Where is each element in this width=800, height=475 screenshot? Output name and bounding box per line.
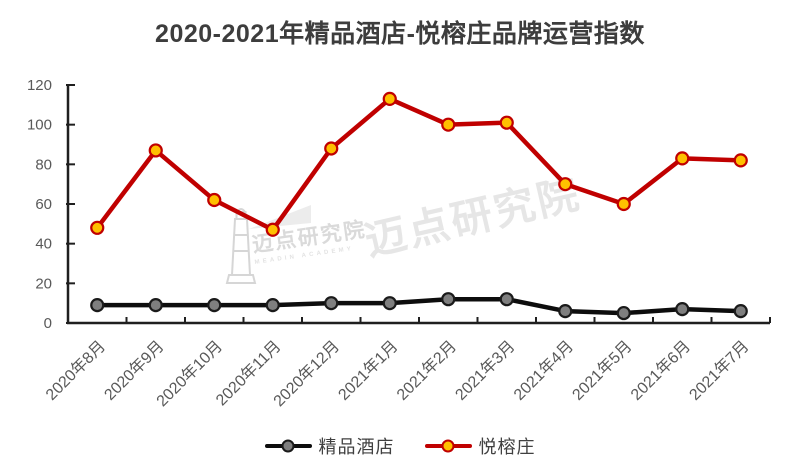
x-tick-label: 2020年8月 [42,337,109,404]
y-tick-label: 0 [44,315,52,332]
legend-label: 精品酒店 [318,437,395,457]
x-tick-label: 2021年2月 [393,337,460,404]
data-point [733,153,748,168]
y-tick-label: 60 [35,196,52,213]
chart-legend: 精品酒店 悦榕庄 [0,433,800,459]
data-point [207,192,222,208]
data-point [499,292,514,307]
data-point [733,304,748,319]
data-point [148,298,163,313]
data-point [675,302,690,317]
data-point [265,222,280,237]
legend-line-sample [424,439,472,453]
legend-item-boutique-hotel: 精品酒店 [264,433,395,459]
legend-line-sample [264,439,312,453]
data-point [558,177,573,192]
data-point [207,298,222,313]
y-tick-label: 20 [35,275,52,292]
y-tick-label: 40 [35,236,52,253]
series-line-0 [95,296,743,316]
legend-marker-icon [441,439,455,453]
chart-title: 2020-2021年精品酒店-悦榕庄品牌运营指数 [155,20,645,48]
y-tick-label: 100 [27,117,52,134]
y-tick-label: 120 [27,77,52,94]
series-line-1 [95,96,743,233]
data-point [382,91,397,106]
data-point [616,196,631,212]
x-tick-label: 2021年1月 [335,337,402,404]
x-tick-label: 2021年6月 [627,337,694,404]
x-tick-label: 2021年4月 [510,337,577,404]
data-point [441,292,456,307]
data-point [499,115,514,130]
data-point [265,298,280,313]
data-point [441,117,456,132]
legend-label: 悦榕庄 [478,437,536,457]
data-point [558,304,573,319]
data-point [382,296,397,311]
data-point [148,143,163,158]
x-tick-label: 2021年5月 [569,337,636,404]
data-point [324,296,339,311]
data-point [90,220,105,235]
data-point [324,141,339,156]
line-chart: 0204060801001202020年8月2020年9月2020年10月202… [27,77,771,410]
legend-marker-icon [281,439,295,453]
y-tick-label: 80 [35,156,52,173]
x-tick-label: 2021年7月 [686,337,753,404]
data-point [616,305,631,321]
data-point [675,151,690,166]
legend-item-banyan-tree: 悦榕庄 [424,433,536,459]
x-tick-label: 2021年3月 [452,337,519,404]
data-point [90,298,105,313]
